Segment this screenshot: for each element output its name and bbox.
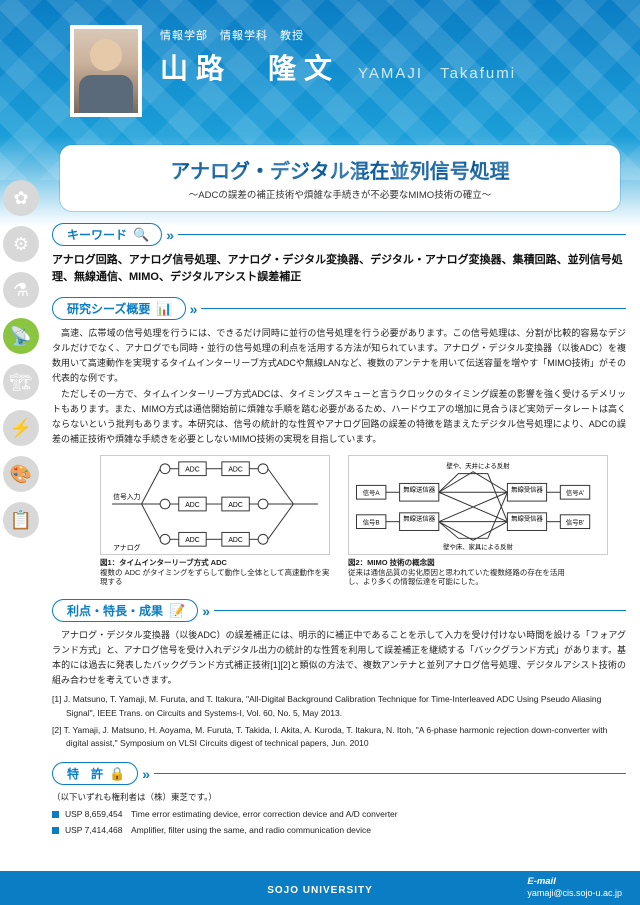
- page-footer: SOJO UNIVERSITY E-mail yamaji@cis.sojo-u…: [0, 871, 640, 905]
- avatar-placeholder: [74, 29, 138, 113]
- patent-desc-1: Time error estimating device, error corr…: [131, 809, 398, 819]
- references: [1] J. Matsuno, T. Yamaji, M. Furuta, an…: [52, 693, 626, 750]
- name-ja: 山路 隆文: [160, 47, 340, 87]
- patents-label: 特 許: [67, 765, 103, 782]
- svg-text:アナログ: アナログ: [113, 543, 140, 552]
- bullet-icon: [52, 827, 59, 834]
- svg-text:信号A': 信号A': [566, 488, 584, 497]
- svg-text:ADC: ADC: [185, 537, 200, 544]
- svg-text:ADC: ADC: [228, 537, 243, 544]
- svg-text:無線受信器: 無線受信器: [511, 484, 543, 493]
- svg-text:ADC: ADC: [185, 502, 200, 509]
- fig2-body: 従来は通信品質の劣化原因と思われていた複数経路の存在を活用し、より多くの情報伝達…: [348, 568, 565, 587]
- chevron-icon: »: [166, 227, 174, 243]
- svg-text:ADC: ADC: [228, 466, 243, 473]
- svg-text:信号B: 信号B: [363, 517, 380, 526]
- cat-icon-2: ⚙: [3, 226, 39, 262]
- svg-text:信号A: 信号A: [363, 488, 381, 497]
- cat-icon-6: ⚡: [3, 410, 39, 446]
- ref-2: [2] T. Yamaji, J. Matsuno, H. Aoyama, M.…: [52, 724, 626, 750]
- merits-body: アナログ・デジタル変換器（以後ADC）の誤差補正には、明示的に補正中であることを…: [52, 628, 626, 687]
- chevron-icon: »: [142, 766, 150, 782]
- patent-row-2: USP 7,414,468 Amplifier, filter using th…: [52, 824, 626, 838]
- cat-icon-8: 📋: [3, 502, 39, 538]
- patent-no-1: USP 8,659,454: [65, 809, 123, 819]
- overview-label: 研究シーズ概要: [67, 300, 150, 317]
- contact-email: E-mail yamaji@cis.sojo-u.ac.jp: [527, 876, 622, 899]
- cat-icon-5: 🏗: [3, 364, 39, 400]
- merits-label: 利点・特長・成果: [67, 602, 163, 619]
- svg-text:信号入力: 信号入力: [113, 492, 141, 501]
- figure-2: 壁や、天井による反射 壁や床、家具による反射 信号A 信号B 無線送信器 無線送…: [348, 455, 578, 587]
- cat-icon-3: ⚗: [3, 272, 39, 308]
- cat-icon-1: ✿: [3, 180, 39, 216]
- chart-icon: 📊: [156, 301, 172, 317]
- email-label: E-mail: [527, 876, 556, 887]
- research-title: アナログ・デジタル混在並列信号処理: [76, 155, 604, 184]
- category-sidebar: ✿ ⚙ ⚗ 📡 🏗 ⚡ 🎨 📋: [0, 180, 42, 538]
- section-keywords: キーワード 🔍 » アナログ回路、アナログ信号処理、アナログ・デジタル変換器、デ…: [52, 223, 626, 285]
- svg-text:無線送信器: 無線送信器: [403, 513, 435, 522]
- svg-text:無線受信器: 無線受信器: [511, 513, 543, 522]
- keywords-text: アナログ回路、アナログ信号処理、アナログ・デジタル変換器、デジタル・アナログ変換…: [52, 252, 626, 285]
- university-name: SOJO UNIVERSITY: [267, 885, 373, 896]
- figure-1: ADC ADC ADC ADC ADC ADC: [100, 455, 330, 587]
- profile-header: 情報学部 情報学科 教授 山路 隆文 YAMAJI Takafumi: [0, 0, 640, 127]
- section-overview: 研究シーズ概要 📊 » 高速、広帯域の信号処理を行うには、できるだけ同時に並行の…: [52, 297, 626, 587]
- name-en: YAMAJI Takafumi: [358, 62, 516, 83]
- ref-1: [1] J. Matsuno, T. Yamaji, M. Furuta, an…: [52, 693, 626, 719]
- note-icon: 📝: [169, 603, 185, 619]
- merits-para: アナログ・デジタル変換器（以後ADC）の誤差補正には、明示的に補正中であることを…: [52, 628, 626, 687]
- research-title-block: アナログ・デジタル混在並列信号処理 ～ADCの誤差の補正技術や煩雑な手続きが不必…: [60, 145, 620, 211]
- profile-photo: [70, 25, 142, 117]
- chevron-icon: »: [202, 603, 210, 619]
- svg-text:壁や床、家具による反射: 壁や床、家具による反射: [443, 542, 513, 551]
- overview-body: 高速、広帯域の信号処理を行うには、できるだけ同時に並行の信号処理を行う必要があり…: [52, 326, 626, 447]
- fig2-title: 図2：MIMO 技術の概念図: [348, 558, 435, 567]
- lock-icon: 🔒: [109, 766, 125, 782]
- fig1-title: 図1：タイムインターリーブ方式 ADC: [100, 558, 227, 567]
- patents-note: （以下いずれも権利者は（株）東芝です。）: [52, 791, 626, 805]
- chevron-icon: »: [190, 301, 198, 317]
- svg-text:信号B': 信号B': [566, 517, 584, 526]
- overview-p2: ただしその一方で、タイムインターリーブ方式ADCは、タイミングスキューと言うクロ…: [52, 387, 626, 446]
- svg-text:ADC: ADC: [185, 466, 200, 473]
- cat-icon-active: 📡: [3, 318, 39, 354]
- cat-icon-7: 🎨: [3, 456, 39, 492]
- patent-desc-2: Amplifier, filter using the same, and ra…: [131, 825, 371, 835]
- section-merits: 利点・特長・成果 📝 » アナログ・デジタル変換器（以後ADC）の誤差補正には、…: [52, 599, 626, 750]
- email-address: yamaji@cis.sojo-u.ac.jp: [527, 888, 622, 898]
- fig1-body: 複数の ADC がタイミングをずらして動作し全体として高速動作を実現する: [100, 568, 330, 587]
- research-subtitle: ～ADCの誤差の補正技術や煩雑な手続きが不必要なMIMO技術の確立～: [76, 187, 604, 201]
- svg-text:無線送信器: 無線送信器: [403, 484, 435, 493]
- svg-text:ADC: ADC: [228, 502, 243, 509]
- svg-text:壁や、天井による反射: 壁や、天井による反射: [446, 461, 510, 470]
- section-patents: 特 許 🔒 » （以下いずれも権利者は（株）東芝です。） USP 8,659,4…: [52, 762, 626, 838]
- bullet-icon: [52, 811, 59, 818]
- patent-no-2: USP 7,414,468: [65, 825, 123, 835]
- search-icon: 🔍: [133, 227, 149, 243]
- affiliation: 情報学部 情報学科 教授: [160, 27, 516, 43]
- keywords-label: キーワード: [67, 226, 127, 243]
- overview-p1: 高速、広帯域の信号処理を行うには、できるだけ同時に並行の信号処理を行う必要があり…: [52, 326, 626, 385]
- patent-row-1: USP 8,659,454 Time error estimating devi…: [52, 808, 626, 822]
